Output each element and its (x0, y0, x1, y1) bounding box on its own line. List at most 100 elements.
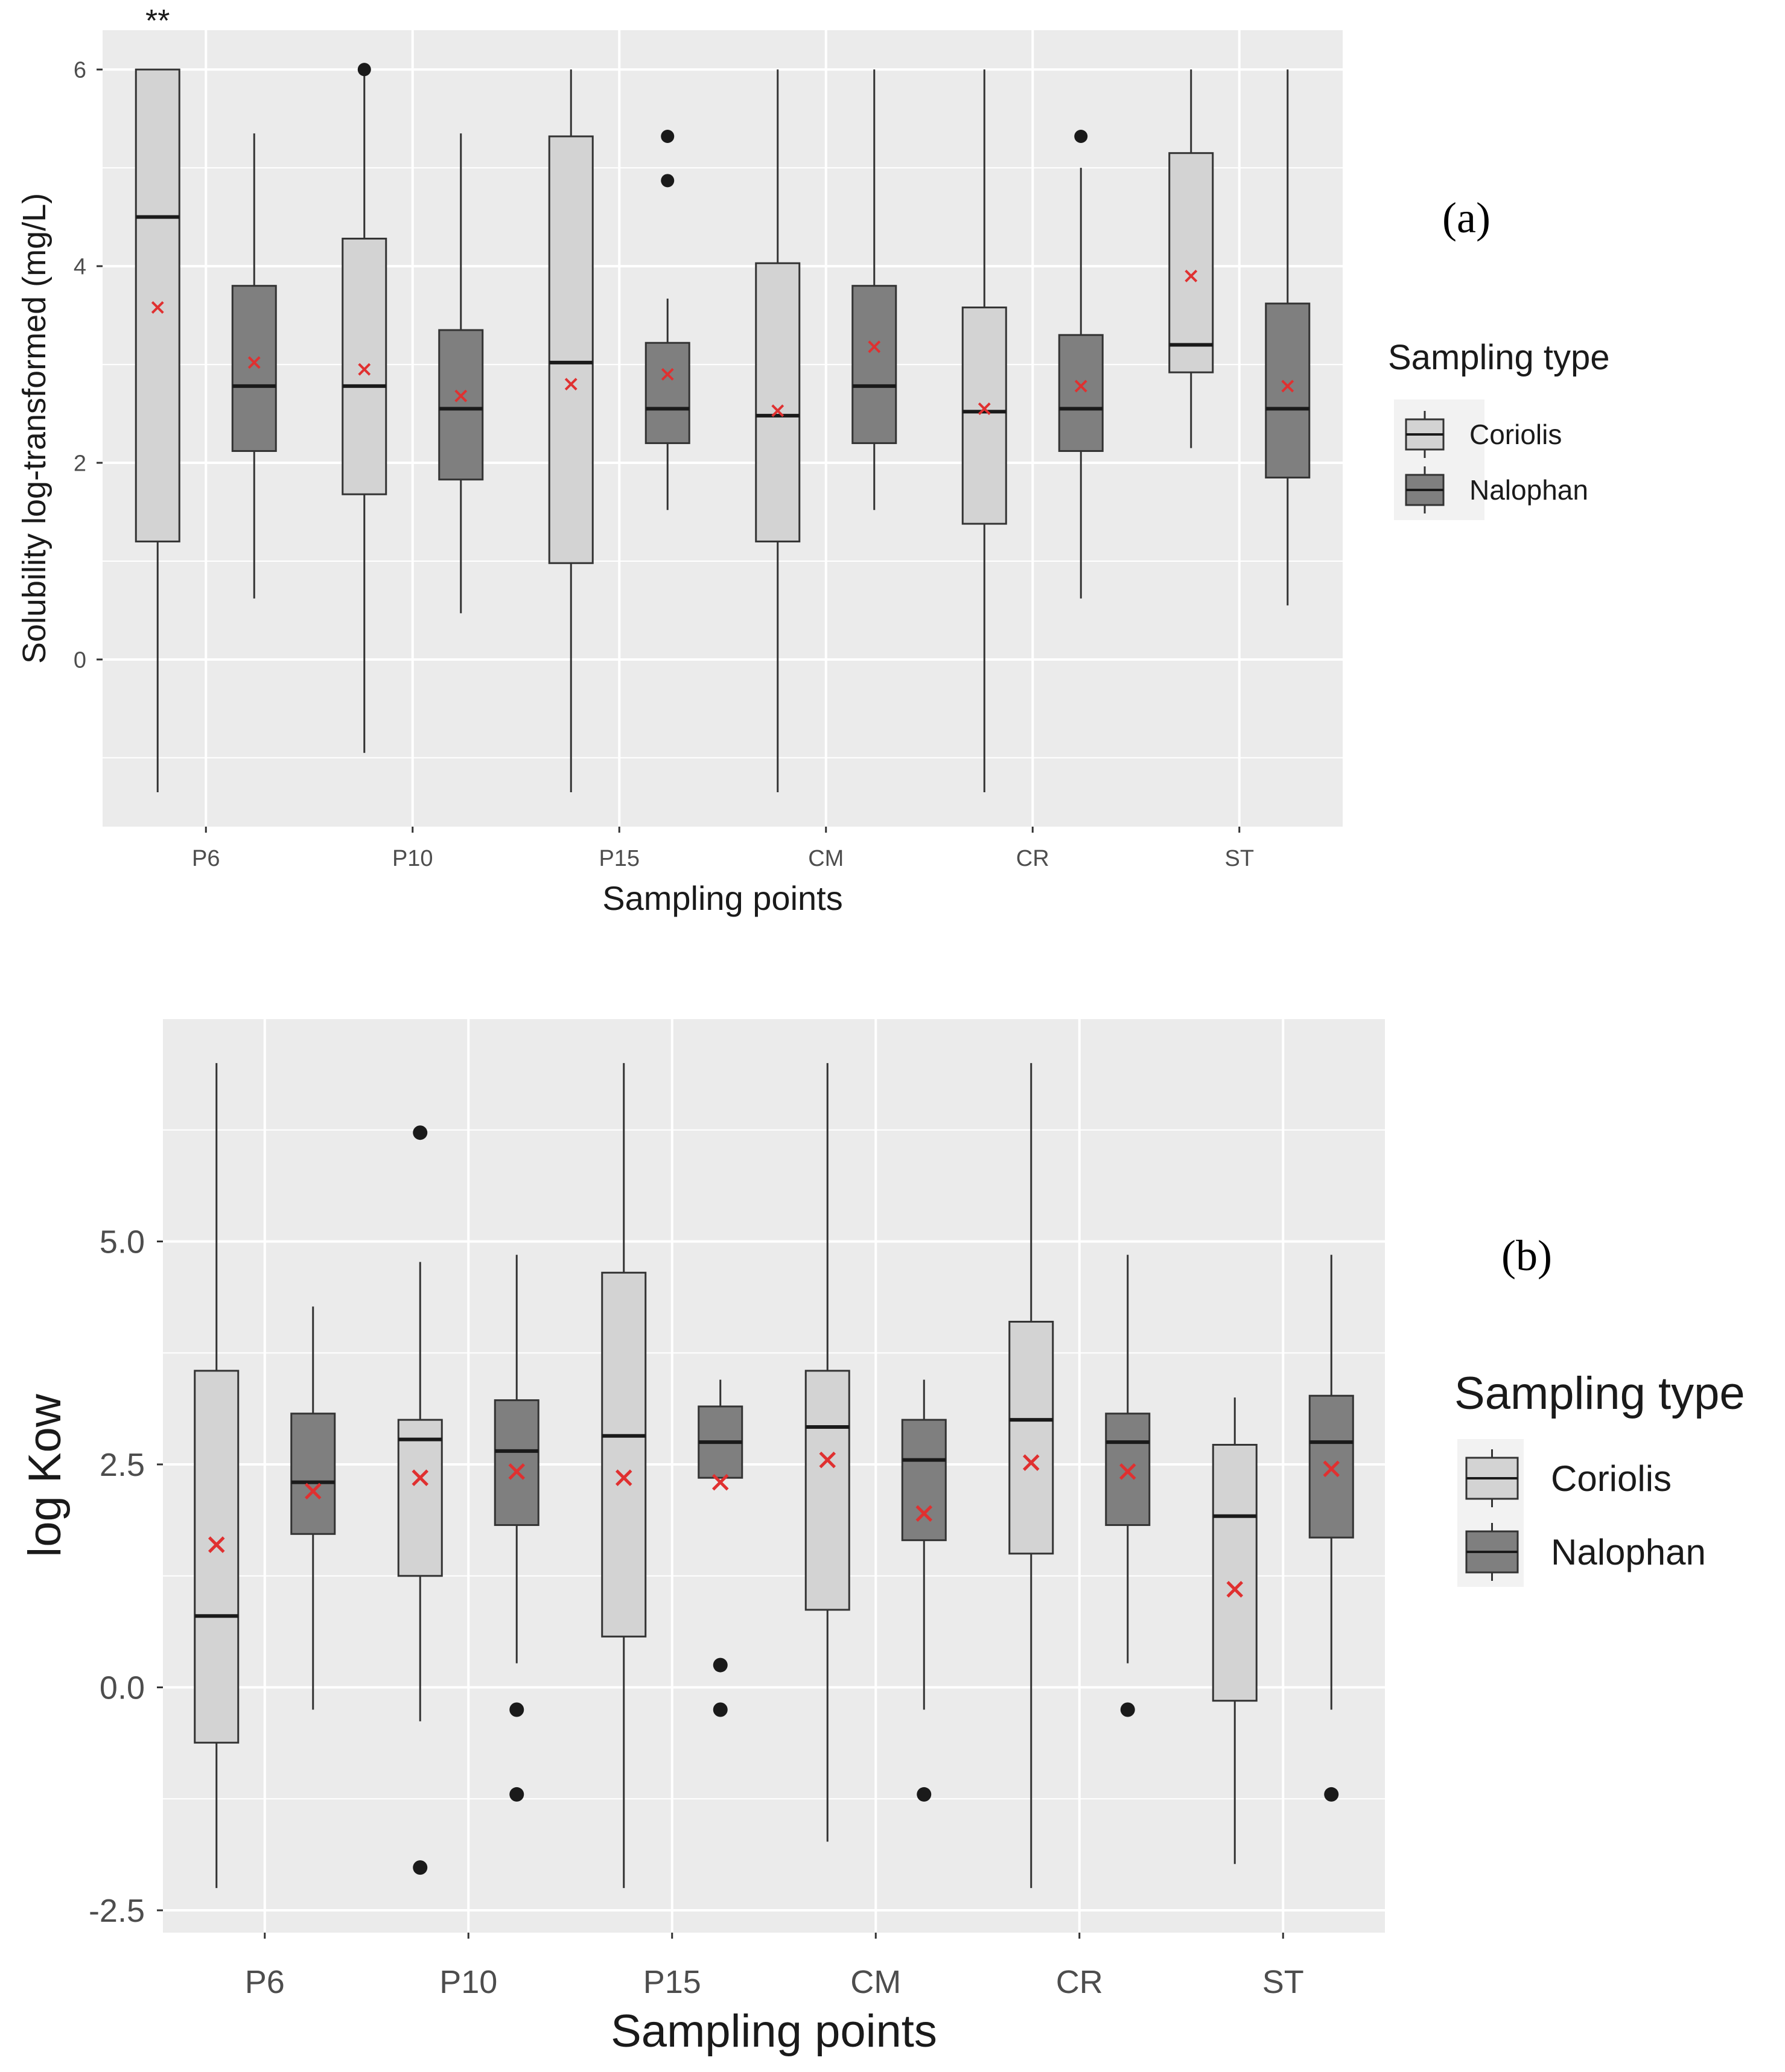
legend-key-coriolis (1465, 1449, 1519, 1507)
box-nalophan-p6 (231, 133, 277, 599)
box-coriolis-p6 (194, 1063, 240, 1889)
mean-marker (564, 378, 578, 391)
legend-key-coriolis (1405, 411, 1445, 458)
legend-key-nalophan (1405, 466, 1445, 513)
x-tick-label-st: ST (1262, 1964, 1304, 2000)
mean-marker (1119, 1463, 1136, 1480)
chart-panel-a: 0 2 4 6 P6 P10 P15 CM CR ST ** Sampling points Solub… (16, 4, 1610, 917)
mean-marker-stroke (711, 1473, 729, 1491)
mean-marker-stroke (358, 363, 371, 376)
box-nalophan-p15 (698, 1379, 743, 1717)
mean-marker (1022, 1454, 1040, 1471)
mean-marker-stroke (819, 1451, 836, 1469)
box-nalophan-cr (1105, 1254, 1151, 1717)
x-tick-label-p10: P10 (439, 1964, 497, 2000)
box-iqr (1105, 1413, 1151, 1527)
chart-panel-b: -2.5 0.0 2.5 5.0 P6 P10 P15 CM CR ST Sampling poin… (19, 1018, 1745, 2057)
x-tick-label-p6: P6 (245, 1964, 285, 2000)
x-tick-label-cm: CM (850, 1964, 901, 2000)
box-coriolis-cm (755, 69, 801, 792)
box-iqr (548, 135, 594, 564)
mean-marker (661, 367, 674, 381)
mean-marker-stroke (1281, 380, 1294, 393)
mean-marker (771, 404, 784, 418)
mean-marker (1074, 380, 1087, 393)
box-iqr (1212, 1444, 1258, 1702)
outlier-point (413, 1860, 428, 1875)
box-iqr (804, 1370, 850, 1611)
outlier-point (1324, 1787, 1339, 1802)
x-tick-label-p15: P15 (599, 846, 640, 871)
y-tick-label: 0 (74, 647, 86, 673)
legend-label-nalophan: Nalophan (1551, 1532, 1706, 1572)
x-tick-label-cr: CR (1016, 846, 1049, 871)
mean-marker-stroke (412, 1469, 429, 1486)
y-tick-label: 2 (74, 451, 86, 476)
x-tick-label-st: ST (1224, 846, 1254, 871)
box-iqr (755, 262, 801, 542)
box-coriolis-cr (961, 69, 1007, 792)
box-iqr (961, 307, 1007, 525)
legend-title: Sampling type (1388, 338, 1610, 377)
plot-background (103, 30, 1343, 827)
y-tick-label: -2.5 (89, 1893, 145, 1929)
mean-marker (1281, 380, 1294, 393)
box-nalophan-cm (851, 69, 897, 510)
box-iqr (342, 237, 387, 495)
box-iqr (194, 1370, 240, 1744)
box-nalophan-p6 (290, 1306, 336, 1710)
mean-marker-stroke (247, 356, 261, 369)
mean-marker (412, 1469, 429, 1486)
box-coriolis-p10 (342, 63, 387, 753)
mean-marker-stroke (1185, 269, 1198, 282)
box-coriolis-p15 (548, 69, 594, 792)
mean-marker-stroke (615, 1469, 632, 1486)
box-iqr (901, 1419, 947, 1542)
legend: Sampling type Coriolis Nalophan (1454, 1368, 1745, 1587)
mean-marker (1226, 1581, 1244, 1598)
mean-marker-stroke (978, 402, 991, 415)
box-nalophan-cr (1058, 130, 1104, 599)
box-nalophan-p10 (438, 133, 484, 614)
mean-marker-stroke (151, 301, 164, 314)
mean-marker (1323, 1460, 1340, 1478)
legend-title: Sampling type (1454, 1368, 1745, 1419)
outlier-point (1074, 130, 1088, 143)
box-coriolis-st (1212, 1397, 1258, 1864)
outlier-point (713, 1702, 728, 1717)
box-iqr (494, 1399, 539, 1527)
significance-marker: ** (145, 4, 170, 39)
outlier-point (661, 130, 675, 143)
box-nalophan-cm (901, 1379, 947, 1802)
mean-marker-stroke (661, 367, 674, 381)
outlier-point (509, 1702, 524, 1717)
mean-marker-stroke (1022, 1454, 1040, 1471)
legend-key-nalophan (1465, 1523, 1519, 1581)
mean-marker (454, 389, 468, 402)
mean-marker-stroke (304, 1482, 322, 1500)
mean-marker (868, 340, 881, 354)
box-nalophan-st (1265, 69, 1311, 606)
outlier-point (357, 63, 371, 77)
x-axis-label: Sampling points (611, 2006, 937, 2057)
mean-marker (304, 1482, 322, 1500)
mean-marker (208, 1536, 225, 1553)
y-tick-label: 5.0 (100, 1224, 145, 1260)
box-iqr (851, 285, 897, 444)
outlier-point (713, 1657, 728, 1673)
box-coriolis-p15 (601, 1063, 647, 1889)
mean-marker (915, 1505, 933, 1522)
legend-label-coriolis: Coriolis (1551, 1458, 1672, 1499)
mean-marker-stroke (915, 1505, 933, 1522)
box-iqr (231, 285, 277, 452)
box-iqr (1308, 1394, 1354, 1539)
box-iqr (1265, 302, 1311, 478)
plot-background (163, 1019, 1385, 1933)
mean-marker-stroke (1119, 1463, 1136, 1480)
box-iqr (601, 1271, 647, 1638)
legend-label-nalophan: Nalophan (1469, 474, 1588, 506)
x-tick-label-cr: CR (1056, 1964, 1103, 2000)
outlier-point (413, 1125, 428, 1140)
box-iqr (135, 68, 180, 542)
